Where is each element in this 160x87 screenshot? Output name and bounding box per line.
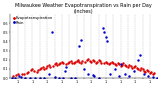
Title: Milwaukee Weather Evapotranspiration vs Rain per Day (Inches): Milwaukee Weather Evapotranspiration vs … [16, 3, 152, 14]
Legend: Evapotranspiration, Rain: Evapotranspiration, Rain [12, 16, 53, 25]
